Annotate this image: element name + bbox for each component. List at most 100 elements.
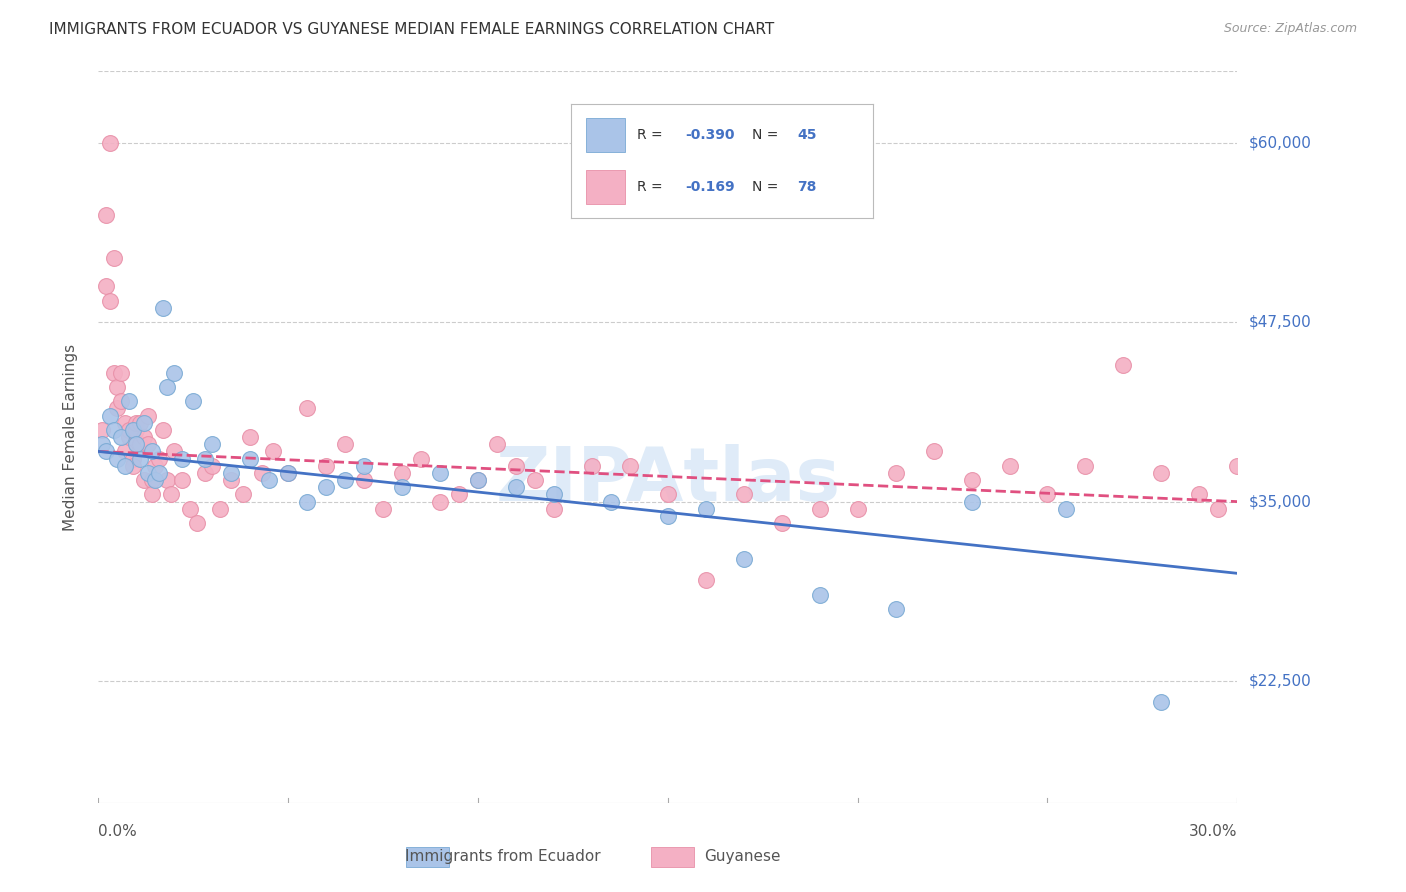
Point [129, 416, 152, 430]
Point [259, 473, 281, 487]
Text: Guyanese: Guyanese [703, 849, 780, 864]
Point [98, 409, 121, 423]
Point [118, 430, 141, 444]
Point [132, 416, 155, 430]
Point [183, 394, 205, 409]
Point [808, 588, 831, 602]
Point [170, 451, 193, 466]
Text: 30.0%: 30.0% [1189, 824, 1237, 839]
Point [201, 437, 224, 451]
Point [125, 437, 148, 451]
Point [156, 380, 179, 394]
Point [194, 451, 217, 466]
Point [808, 501, 831, 516]
Point [239, 451, 262, 466]
Point [141, 444, 163, 458]
Point [103, 423, 125, 437]
Text: ZIPAtlas: ZIPAtlas [495, 444, 841, 517]
Point [94, 208, 117, 222]
Point [114, 444, 136, 458]
Point [1074, 458, 1097, 473]
Point [277, 466, 299, 480]
Point [960, 473, 983, 487]
Point [152, 301, 174, 315]
Point [114, 458, 136, 473]
Point [129, 437, 152, 451]
Point [543, 487, 565, 501]
Point [960, 494, 983, 508]
Point [315, 480, 337, 494]
Point [277, 466, 299, 480]
Point [125, 423, 148, 437]
Point [353, 458, 375, 473]
Point [543, 501, 565, 516]
Point [110, 366, 132, 380]
Point [884, 602, 907, 616]
Point [695, 501, 717, 516]
Point [107, 380, 129, 394]
Point [335, 437, 357, 451]
Point [486, 437, 509, 451]
Point [371, 501, 394, 516]
Point [118, 394, 141, 409]
Point [136, 409, 159, 423]
Text: Source: ZipAtlas.com: Source: ZipAtlas.com [1223, 22, 1357, 36]
Point [163, 366, 186, 380]
Point [998, 458, 1021, 473]
Point [159, 487, 181, 501]
Point [250, 466, 273, 480]
Point [98, 136, 121, 150]
Text: $22,500: $22,500 [1249, 673, 1312, 689]
Point [121, 458, 143, 473]
Point [733, 552, 755, 566]
Point [262, 444, 284, 458]
Point [114, 416, 136, 430]
Point [121, 423, 143, 437]
Point [145, 473, 167, 487]
Y-axis label: Median Female Earnings: Median Female Earnings [63, 343, 77, 531]
Point [467, 473, 489, 487]
Point [1036, 487, 1059, 501]
Point [132, 473, 155, 487]
Point [1056, 501, 1078, 516]
Point [353, 473, 375, 487]
Point [179, 501, 201, 516]
Point [132, 430, 155, 444]
Point [221, 473, 243, 487]
Point [429, 466, 451, 480]
Point [94, 444, 117, 458]
Point [1188, 487, 1211, 501]
Point [148, 451, 170, 466]
Point [121, 451, 143, 466]
Point [770, 516, 793, 530]
Point [156, 473, 179, 487]
Point [505, 480, 527, 494]
Point [315, 458, 337, 473]
Text: $60,000: $60,000 [1249, 136, 1312, 151]
Point [125, 416, 148, 430]
Point [467, 473, 489, 487]
Text: $47,500: $47,500 [1249, 315, 1312, 330]
Point [141, 487, 163, 501]
Point [657, 508, 679, 523]
Point [91, 423, 114, 437]
Point [1150, 695, 1173, 709]
Point [846, 501, 869, 516]
Point [110, 394, 132, 409]
Point [145, 458, 167, 473]
Point [194, 466, 217, 480]
Point [107, 451, 129, 466]
Point [107, 401, 129, 416]
Text: $35,000: $35,000 [1249, 494, 1312, 509]
Point [1150, 466, 1173, 480]
Point [297, 401, 319, 416]
Point [239, 430, 262, 444]
Point [163, 444, 186, 458]
Point [505, 458, 527, 473]
Point [429, 494, 451, 508]
Point [695, 574, 717, 588]
Point [118, 423, 141, 437]
Point [1226, 458, 1249, 473]
Point [1112, 359, 1135, 373]
Point [136, 437, 159, 451]
